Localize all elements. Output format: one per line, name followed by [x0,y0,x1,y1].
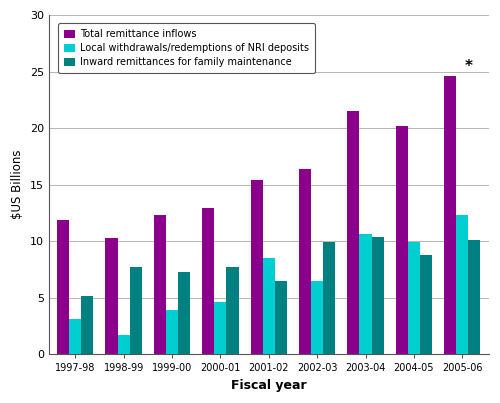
Bar [444,76,456,354]
Bar [420,255,432,354]
Bar [214,302,226,354]
Bar [348,111,360,354]
X-axis label: Fiscal year: Fiscal year [231,379,306,392]
Bar [360,235,372,354]
Bar [154,215,166,354]
Bar [82,295,94,354]
Bar [178,272,190,354]
Bar [468,240,480,354]
Bar [311,281,323,354]
Bar [408,242,420,354]
Bar [396,126,408,354]
Bar [262,258,275,354]
Bar [456,215,468,354]
Bar [275,281,287,354]
Bar [250,180,262,354]
Text: *: * [465,60,473,75]
Bar [323,242,336,354]
Legend: Total remittance inflows, Local withdrawals/redemptions of NRI deposits, Inward : Total remittance inflows, Local withdraw… [58,23,315,73]
Bar [57,220,69,354]
Bar [299,169,311,354]
Bar [130,267,142,354]
Bar [372,237,384,354]
Bar [226,267,238,354]
Bar [166,310,178,354]
Bar [106,238,118,354]
Bar [118,335,130,354]
Y-axis label: $US Billions: $US Billions [11,150,24,220]
Bar [202,208,214,354]
Bar [69,319,82,354]
